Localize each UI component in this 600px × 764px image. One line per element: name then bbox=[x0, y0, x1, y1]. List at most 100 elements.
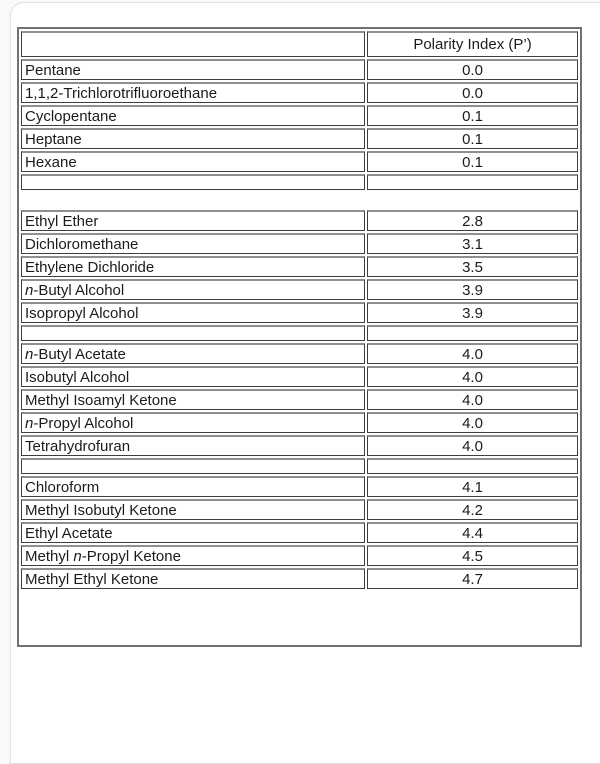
empty-value-cell bbox=[367, 174, 578, 190]
empty-name-cell bbox=[21, 325, 365, 341]
solvent-name-cell: Pentane bbox=[21, 59, 365, 80]
solvent-name-segment: Ethyl Ether bbox=[25, 212, 99, 230]
table-header-row: Polarity Index (P’) bbox=[21, 31, 578, 57]
polarity-value-cell: 4.0 bbox=[367, 389, 578, 410]
polarity-value-cell: 4.0 bbox=[367, 343, 578, 364]
polarity-value-cell: 0.1 bbox=[367, 105, 578, 126]
solvent-name-segment: -Propyl Alcohol bbox=[33, 414, 134, 432]
empty-name-cell bbox=[21, 458, 365, 474]
empty-separator-row bbox=[21, 458, 578, 474]
table-section-gap bbox=[19, 192, 580, 208]
polarity-value-cell: 4.5 bbox=[367, 545, 578, 566]
empty-separator-row bbox=[21, 325, 578, 341]
solvent-name-segment: Pentane bbox=[25, 61, 81, 79]
polarity-value-cell: 3.1 bbox=[367, 233, 578, 254]
table-row: Isopropyl Alcohol 3.9 bbox=[21, 302, 578, 323]
table-row: Methyl Isobutyl Ketone 4.2 bbox=[21, 499, 578, 520]
solvent-name-segment: Ethyl Acetate bbox=[25, 524, 113, 542]
polarity-value-cell: 3.9 bbox=[367, 279, 578, 300]
table-row: Methyl Isoamyl Ketone 4.0 bbox=[21, 389, 578, 410]
table-row: Methyl Ethyl Ketone 4.7 bbox=[21, 568, 578, 589]
polarity-value-cell: 0.0 bbox=[367, 59, 578, 80]
polarity-value-cell: 4.2 bbox=[367, 499, 578, 520]
solvent-name-cell: Ethylene Dichloride bbox=[21, 256, 365, 277]
solvent-name-segment: Isobutyl Alcohol bbox=[25, 368, 130, 386]
polarity-value-cell: 4.1 bbox=[367, 476, 578, 497]
solvent-name-segment: Methyl Isobutyl Ketone bbox=[25, 501, 177, 519]
polarity-value-cell: 4.7 bbox=[367, 568, 578, 589]
solvent-name-cell: Ethyl Acetate bbox=[21, 522, 365, 543]
solvent-name-segment: -Butyl Acetate bbox=[33, 345, 126, 363]
solvent-name-segment: Ethylene Dichloride bbox=[25, 258, 155, 276]
empty-name-cell bbox=[21, 174, 365, 190]
solvent-name-cell: Ethyl Ether bbox=[21, 210, 365, 231]
solvent-name-segment: Hexane bbox=[25, 153, 77, 171]
polarity-table-section-2: Ethyl Ether 2.8 Dichloromethane 3.1 Ethylene… bbox=[19, 208, 580, 591]
polarity-value-cell: 4.0 bbox=[367, 412, 578, 433]
table-row: 1,1,2-Trichlorotrifluoroethane 0.0 bbox=[21, 82, 578, 103]
solvent-name-segment: Heptane bbox=[25, 130, 82, 148]
solvent-name-cell: Methyl Isobutyl Ketone bbox=[21, 499, 365, 520]
solvent-name-cell: Chloroform bbox=[21, 476, 365, 497]
polarity-index-header-cell: Polarity Index (P’) bbox=[367, 31, 578, 57]
solvent-name-segment: Cyclopentane bbox=[25, 107, 117, 125]
table-row: Chloroform 4.1 bbox=[21, 476, 578, 497]
table-row: Ethyl Acetate 4.4 bbox=[21, 522, 578, 543]
table-body: Polarity Index (P’) Pentane 0.0 1,1,2-Trich… bbox=[21, 31, 578, 190]
solvent-name-segment: Methyl Ethyl Ketone bbox=[25, 570, 159, 588]
solvent-name-cell: Dichloromethane bbox=[21, 233, 365, 254]
solvent-name-cell: Cyclopentane bbox=[21, 105, 365, 126]
solvent-name-cell: Methyl Ethyl Ketone bbox=[21, 568, 365, 589]
table-row: Dichloromethane 3.1 bbox=[21, 233, 578, 254]
solvent-name-segment: Dichloromethane bbox=[25, 235, 139, 253]
table-row: Hexane 0.1 bbox=[21, 151, 578, 172]
solvent-name-segment: -Butyl Alcohol bbox=[33, 281, 125, 299]
polarity-value-cell: 0.1 bbox=[367, 151, 578, 172]
table-row: Heptane 0.1 bbox=[21, 128, 578, 149]
solvent-name-italic-segment: n bbox=[25, 345, 34, 363]
solvent-name-segment: Chloroform bbox=[25, 478, 100, 496]
polarity-value-cell: 3.5 bbox=[367, 256, 578, 277]
solvent-name-cell: 1,1,2-Trichlorotrifluoroethane bbox=[21, 82, 365, 103]
solvent-name-cell: Methyl n-Propyl Ketone bbox=[21, 545, 365, 566]
solvent-name-cell: Tetrahydrofuran bbox=[21, 435, 365, 456]
polarity-value-cell: 0.0 bbox=[367, 82, 578, 103]
table-row: n-Butyl Alcohol 3.9 bbox=[21, 279, 578, 300]
empty-value-cell bbox=[367, 325, 578, 341]
table-body: Ethyl Ether 2.8 Dichloromethane 3.1 Ethylene… bbox=[21, 210, 578, 589]
polarity-table-section-1: Polarity Index (P’) Pentane 0.0 1,1,2-Trich… bbox=[19, 29, 580, 192]
solvent-name-cell: Isobutyl Alcohol bbox=[21, 366, 365, 387]
solvent-name-cell: Isopropyl Alcohol bbox=[21, 302, 365, 323]
polarity-value-cell: 4.4 bbox=[367, 522, 578, 543]
table-row: Ethyl Ether 2.8 bbox=[21, 210, 578, 231]
solvent-name-cell: Heptane bbox=[21, 128, 365, 149]
table-row: Tetrahydrofuran 4.0 bbox=[21, 435, 578, 456]
solvent-name-cell: Hexane bbox=[21, 151, 365, 172]
solvent-name-segment: Methyl Isoamyl Ketone bbox=[25, 391, 177, 409]
solvent-name-italic-segment: n bbox=[73, 547, 82, 565]
solvent-name-cell: n-Propyl Alcohol bbox=[21, 412, 365, 433]
solvent-name-segment: -Propyl Ketone bbox=[81, 547, 181, 565]
solvent-name-italic-segment: n bbox=[25, 414, 34, 432]
table-row: n-Butyl Acetate 4.0 bbox=[21, 343, 578, 364]
table-row: Pentane 0.0 bbox=[21, 59, 578, 80]
solvent-name-segment: Isopropyl Alcohol bbox=[25, 304, 139, 322]
table-row: Methyl n-Propyl Ketone 4.5 bbox=[21, 545, 578, 566]
polarity-table-frame: Polarity Index (P’) Pentane 0.0 1,1,2-Trich… bbox=[17, 27, 582, 647]
polarity-value-cell: 2.8 bbox=[367, 210, 578, 231]
table-row: Ethylene Dichloride 3.5 bbox=[21, 256, 578, 277]
polarity-value-cell: 4.0 bbox=[367, 435, 578, 456]
solvent-name-cell: Methyl Isoamyl Ketone bbox=[21, 389, 365, 410]
polarity-value-cell: 0.1 bbox=[367, 128, 578, 149]
header-empty-cell bbox=[21, 31, 365, 57]
table-row: Isobutyl Alcohol 4.0 bbox=[21, 366, 578, 387]
empty-separator-row bbox=[21, 174, 578, 190]
solvent-name-cell: n-Butyl Alcohol bbox=[21, 279, 365, 300]
solvent-name-segment: Methyl bbox=[25, 547, 74, 565]
table-row: n-Propyl Alcohol 4.0 bbox=[21, 412, 578, 433]
solvent-name-italic-segment: n bbox=[25, 281, 34, 299]
polarity-value-cell: 3.9 bbox=[367, 302, 578, 323]
table-row: Cyclopentane 0.1 bbox=[21, 105, 578, 126]
polarity-value-cell: 4.0 bbox=[367, 366, 578, 387]
solvent-name-cell: n-Butyl Acetate bbox=[21, 343, 365, 364]
